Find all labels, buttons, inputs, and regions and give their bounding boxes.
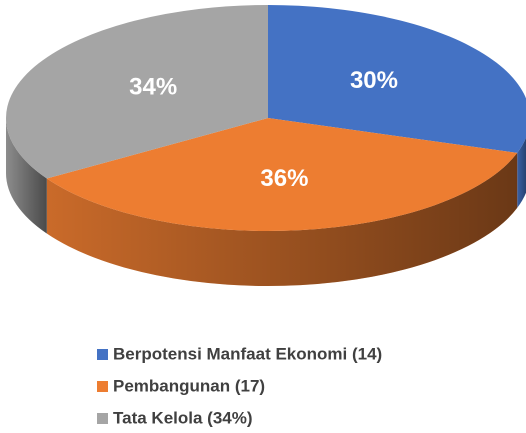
data-label: 36% [260,165,308,192]
data-label: 30% [350,67,398,94]
legend-label: Berpotensi Manfaat Ekonomi (14) [113,344,382,363]
slice [46,118,518,231]
slice [6,5,269,179]
legend-swatch [97,381,108,392]
legend-swatch [97,413,108,424]
slice-side-shade [6,118,47,234]
slice [268,5,526,153]
legend-label: Tata Kelola (34%) [113,408,253,427]
pie: 30% 36% 34% [6,5,526,286]
data-label: 34% [129,73,177,100]
legend-label: Pembangunan (17) [113,376,265,395]
slice-side-shade [46,152,518,286]
legend: Berpotensi Manfaat Ekonomi (14) Pembangun… [97,344,382,427]
legend-swatch [97,349,108,360]
slice-side-shade [517,137,526,208]
